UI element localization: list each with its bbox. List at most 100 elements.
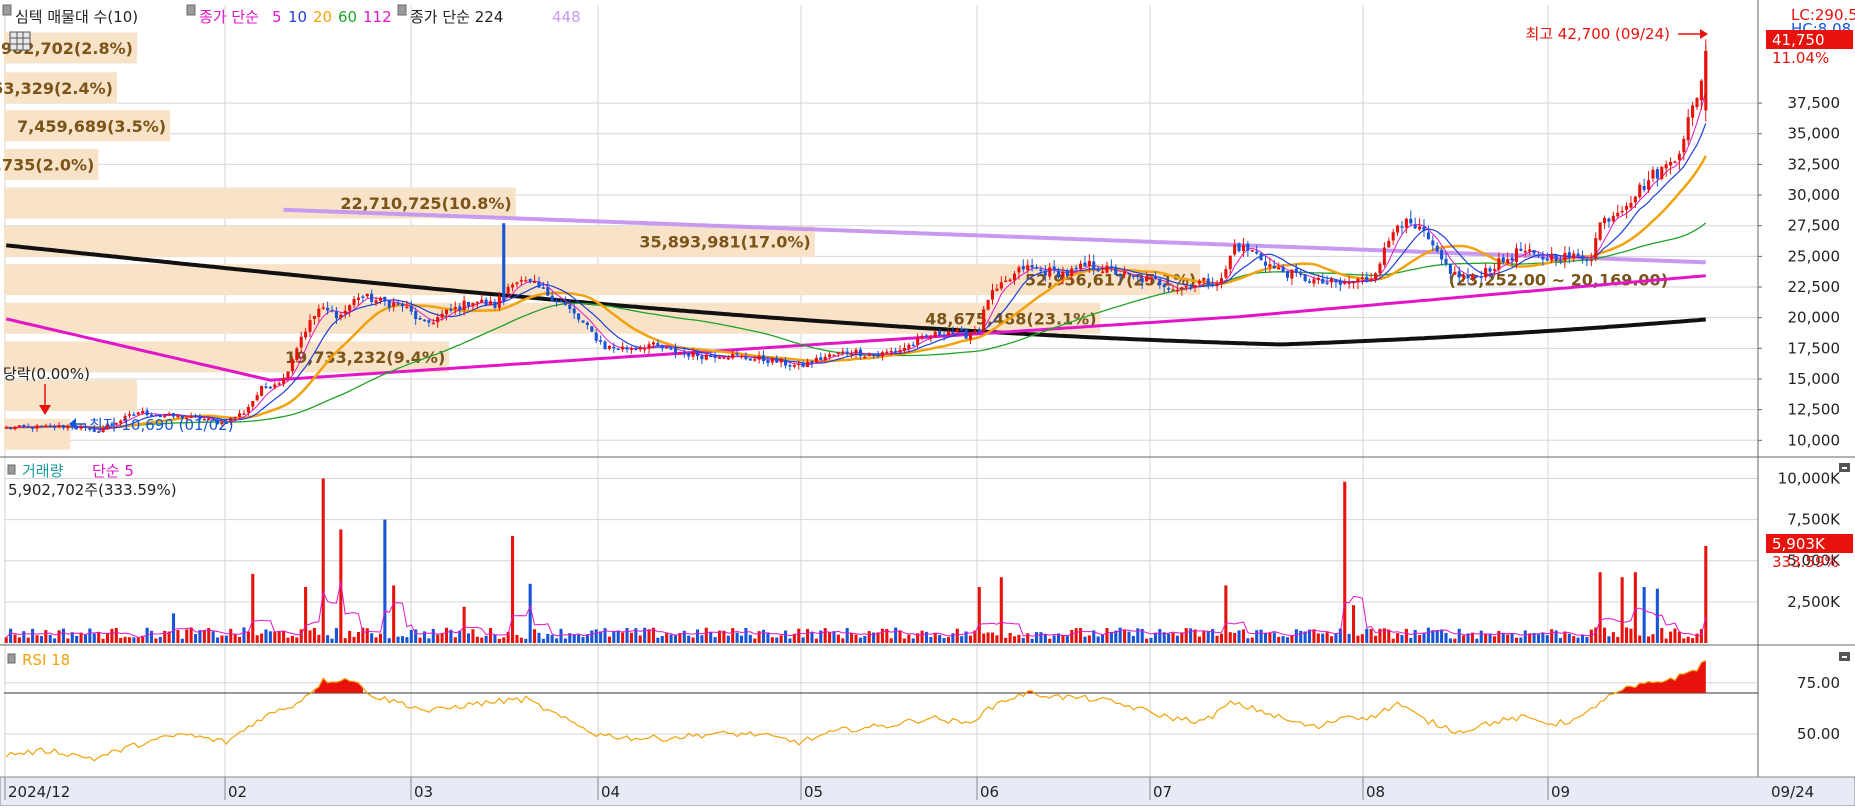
candle-body[interactable]	[374, 300, 378, 304]
volume-bar[interactable]	[585, 634, 589, 643]
volume-bar[interactable]	[607, 636, 611, 643]
volume-bar[interactable]	[792, 633, 796, 643]
volume-bar[interactable]	[916, 633, 920, 643]
candle-body[interactable]	[180, 416, 184, 419]
candle-body[interactable]	[1272, 265, 1276, 269]
candle-body[interactable]	[101, 428, 105, 433]
candle-body[interactable]	[1109, 266, 1113, 269]
volume-bar[interactable]	[1175, 635, 1179, 643]
candle-body[interactable]	[1382, 247, 1386, 265]
volume-bar[interactable]	[1567, 633, 1571, 643]
volume-bar[interactable]	[348, 630, 352, 643]
candle-body[interactable]	[933, 331, 937, 337]
volume-bar[interactable]	[48, 634, 52, 643]
volume-bar[interactable]	[202, 630, 206, 643]
candle-body[interactable]	[202, 419, 206, 421]
candle-body[interactable]	[489, 301, 493, 306]
candle-body[interactable]	[872, 354, 876, 357]
candle-body[interactable]	[185, 417, 189, 420]
candle-body[interactable]	[176, 415, 180, 418]
volume-bar[interactable]	[1189, 628, 1193, 643]
volume-bar[interactable]	[761, 629, 766, 643]
volume-bar[interactable]	[1140, 628, 1144, 643]
candle-body[interactable]	[1219, 278, 1223, 285]
volume-bar[interactable]	[242, 627, 246, 643]
candle-body[interactable]	[295, 348, 299, 361]
candle-body[interactable]	[541, 287, 545, 289]
candle-body[interactable]	[290, 359, 294, 371]
volume-bar[interactable]	[1638, 635, 1642, 643]
volume-bar[interactable]	[977, 587, 981, 643]
candle-body[interactable]	[1215, 283, 1219, 287]
volume-bar[interactable]	[1598, 572, 1602, 643]
volume-bar[interactable]	[960, 636, 964, 643]
candle-body[interactable]	[502, 223, 506, 301]
volume-bar[interactable]	[1149, 637, 1153, 643]
candle-body[interactable]	[1189, 287, 1193, 289]
volume-bar[interactable]	[1114, 630, 1118, 643]
volume-bar[interactable]	[651, 627, 655, 643]
candle-body[interactable]	[378, 298, 383, 301]
candle-body[interactable]	[480, 299, 484, 303]
volume-bar[interactable]	[1422, 633, 1426, 643]
volume-bar[interactable]	[1127, 631, 1131, 643]
volume-bar[interactable]	[1506, 634, 1510, 643]
volume-bar[interactable]	[845, 627, 849, 643]
candle-body[interactable]	[1607, 218, 1611, 222]
candle-body[interactable]	[1184, 285, 1188, 288]
volume-bar[interactable]	[1457, 628, 1461, 643]
candle-body[interactable]	[1083, 262, 1087, 267]
candle-body[interactable]	[1281, 266, 1285, 273]
volume-bar[interactable]	[982, 633, 986, 643]
candle-body[interactable]	[31, 427, 35, 429]
volume-bar[interactable]	[1576, 637, 1580, 643]
candle-body[interactable]	[594, 332, 598, 341]
volume-bar[interactable]	[1211, 629, 1215, 643]
candle-body[interactable]	[1673, 161, 1677, 164]
volume-bar[interactable]	[39, 636, 43, 643]
volume-bar[interactable]	[1021, 638, 1025, 643]
volume-bar[interactable]	[53, 638, 57, 643]
volume-bar[interactable]	[581, 637, 585, 643]
candle-body[interactable]	[629, 348, 633, 351]
candle-body[interactable]	[572, 308, 576, 314]
candle-body[interactable]	[568, 304, 572, 309]
candle-body[interactable]	[1550, 254, 1554, 261]
candle-body[interactable]	[440, 313, 444, 318]
volume-bar[interactable]	[1589, 629, 1593, 643]
candle-body[interactable]	[1506, 259, 1510, 264]
candle-body[interactable]	[704, 354, 708, 360]
candle-body[interactable]	[119, 420, 123, 424]
candle-body[interactable]	[585, 322, 589, 326]
volume-bar[interactable]	[1686, 636, 1690, 643]
candle-body[interactable]	[559, 300, 563, 303]
candle-body[interactable]	[1114, 267, 1118, 275]
candle-body[interactable]	[784, 359, 788, 366]
volume-bar[interactable]	[524, 638, 528, 643]
volume-bar[interactable]	[924, 631, 928, 643]
volume-bar[interactable]	[1607, 636, 1611, 643]
candle-body[interactable]	[356, 297, 360, 300]
volume-bar[interactable]	[1043, 634, 1047, 643]
candle-body[interactable]	[1334, 280, 1338, 283]
volume-bar[interactable]	[163, 630, 167, 643]
candle-body[interactable]	[920, 335, 924, 338]
candle-body[interactable]	[1136, 275, 1140, 278]
candle-body[interactable]	[515, 282, 519, 285]
volume-bar[interactable]	[704, 627, 708, 643]
volume-bar[interactable]	[660, 635, 664, 643]
candle-body[interactable]	[242, 413, 246, 415]
candle-body[interactable]	[330, 310, 334, 312]
volume-bar[interactable]	[559, 628, 563, 643]
candle-body[interactable]	[255, 395, 259, 401]
candle-body[interactable]	[1052, 266, 1056, 270]
candle-body[interactable]	[982, 309, 986, 332]
volume-bar[interactable]	[370, 633, 374, 643]
volume-bar[interactable]	[1409, 637, 1413, 643]
candle-body[interactable]	[951, 331, 955, 334]
volume-bar[interactable]	[255, 635, 259, 643]
candle-body[interactable]	[497, 296, 501, 308]
candle-body[interactable]	[1004, 280, 1008, 283]
volume-bar[interactable]	[1087, 635, 1091, 643]
